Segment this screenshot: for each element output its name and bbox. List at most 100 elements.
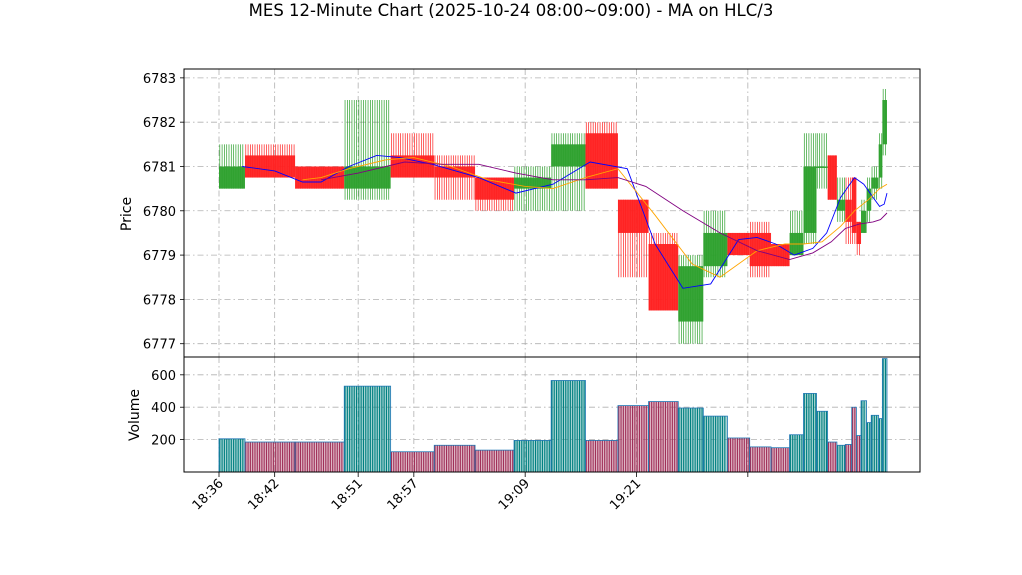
volume-bar xyxy=(244,441,296,473)
volume-bar-body xyxy=(878,418,883,473)
volume-bar-body xyxy=(294,441,345,473)
price-tick-label: 6780 xyxy=(143,205,176,220)
ohlc-bar-up xyxy=(882,88,887,156)
price-bars xyxy=(219,88,887,344)
volume-bar xyxy=(870,414,880,473)
volume-bar xyxy=(855,435,862,473)
volume-bar-body xyxy=(855,435,862,473)
ohlc-bar-up xyxy=(514,166,552,211)
moving-average-lines xyxy=(242,154,888,289)
volume-axis-ticks: 200 400 600 xyxy=(151,369,184,449)
ohlc-body xyxy=(803,166,817,233)
volume-bar xyxy=(844,444,853,473)
volume-bar xyxy=(550,380,586,473)
price-axis-ticks: 6777 6778 6779 6780 6781 6782 6783 xyxy=(143,72,184,353)
volume-bar-body xyxy=(881,358,888,473)
ohlc-bar-up xyxy=(678,255,704,344)
volume-bar-body xyxy=(844,444,853,473)
volume-bar xyxy=(617,405,649,473)
ohlc-bar-up xyxy=(816,133,828,189)
price-panel: 6777 6778 6779 6780 6781 6782 6783 Price xyxy=(119,68,921,358)
ohlc-bar-down xyxy=(856,221,862,256)
ohlc-body xyxy=(703,232,728,267)
price-tick-label: 6778 xyxy=(143,293,176,308)
volume-bars xyxy=(218,358,888,473)
volume-bar-body xyxy=(770,447,790,473)
volume-bar xyxy=(294,441,345,473)
volume-tick-label: 400 xyxy=(151,401,176,416)
volume-bar-body xyxy=(343,385,392,473)
volume-bar xyxy=(881,358,888,473)
volume-bar-body xyxy=(218,438,246,473)
volume-bar-body xyxy=(513,440,552,473)
volume-bar xyxy=(390,451,435,473)
ohlc-body xyxy=(878,144,883,178)
ohlc-body xyxy=(617,199,649,233)
ohlc-bar-down xyxy=(827,155,837,200)
volume-bar-body xyxy=(816,410,829,473)
ohlc-bar-down xyxy=(434,155,476,200)
volume-bar-body xyxy=(390,451,435,473)
volume-bar xyxy=(827,441,838,473)
ohlc-bar-up xyxy=(871,166,879,200)
moving-average-line-2 xyxy=(302,157,888,278)
volume-bar-body xyxy=(617,405,649,473)
time-axis-ticks: 18:36 18:42 18:51 18:57 19:09 19:21 xyxy=(190,472,749,513)
moving-average-line-3 xyxy=(321,161,888,260)
volume-bar xyxy=(677,407,704,473)
price-tick-label: 6779 xyxy=(143,249,176,264)
volume-bar-body xyxy=(244,441,296,473)
volume-bar-body xyxy=(803,393,817,473)
volume-bar-body xyxy=(677,407,704,473)
volume-bar-body xyxy=(433,444,476,473)
ohlc-bar-down xyxy=(475,177,515,211)
chart-title: MES 12-Minute Chart (2025-10-24 08:00~09… xyxy=(249,1,774,20)
ohlc-bar-down xyxy=(585,122,618,189)
ohlc-body xyxy=(871,177,879,189)
ohlc-body xyxy=(727,232,750,256)
ohlc-bar-down xyxy=(648,232,679,311)
ohlc-bar-up xyxy=(344,100,391,200)
volume-bar xyxy=(866,422,872,473)
ohlc-bar-down xyxy=(617,199,649,278)
ohlc-body xyxy=(585,133,618,189)
volume-bar xyxy=(770,447,790,473)
ohlc-body xyxy=(882,100,887,145)
ohlc-bar-down xyxy=(244,144,296,178)
volume-bar xyxy=(878,418,883,473)
volume-tick-label: 600 xyxy=(151,369,176,384)
ohlc-body xyxy=(836,199,846,211)
volume-bar-body xyxy=(702,415,728,473)
volume-bar xyxy=(433,444,476,473)
time-tick-label: 19:09 xyxy=(496,476,533,513)
ohlc-bar-up xyxy=(703,210,728,278)
ohlc-bar-down xyxy=(390,133,435,178)
volume-bar-body xyxy=(866,422,872,473)
price-tick-label: 6777 xyxy=(143,338,176,353)
volume-bar xyxy=(648,401,679,473)
volume-bar-body xyxy=(585,440,619,473)
volume-bar-body xyxy=(727,437,751,473)
volume-plot-frame xyxy=(183,356,921,473)
time-tick-label: 18:57 xyxy=(385,476,422,513)
ohlc-body xyxy=(514,177,552,189)
ohlc-body xyxy=(678,266,704,322)
volume-bar xyxy=(474,449,515,473)
volume-bar-body xyxy=(870,414,880,473)
ohlc-bar-up xyxy=(789,210,804,256)
ohlc-bar-down xyxy=(727,232,750,256)
volume-bar xyxy=(816,410,829,473)
volume-bar xyxy=(860,400,867,473)
ohlc-body xyxy=(845,199,852,222)
price-axis-label: Price xyxy=(119,197,135,231)
ohlc-bar-up xyxy=(551,133,586,211)
volume-bar-body xyxy=(474,449,515,473)
time-tick-label: 18:36 xyxy=(190,476,227,513)
ohlc-body xyxy=(390,155,435,178)
ohlc-body xyxy=(856,221,862,245)
price-tick-label: 6782 xyxy=(143,116,176,131)
volume-bar-body xyxy=(550,380,586,473)
volume-bar xyxy=(343,385,392,473)
ohlc-body xyxy=(861,210,867,233)
